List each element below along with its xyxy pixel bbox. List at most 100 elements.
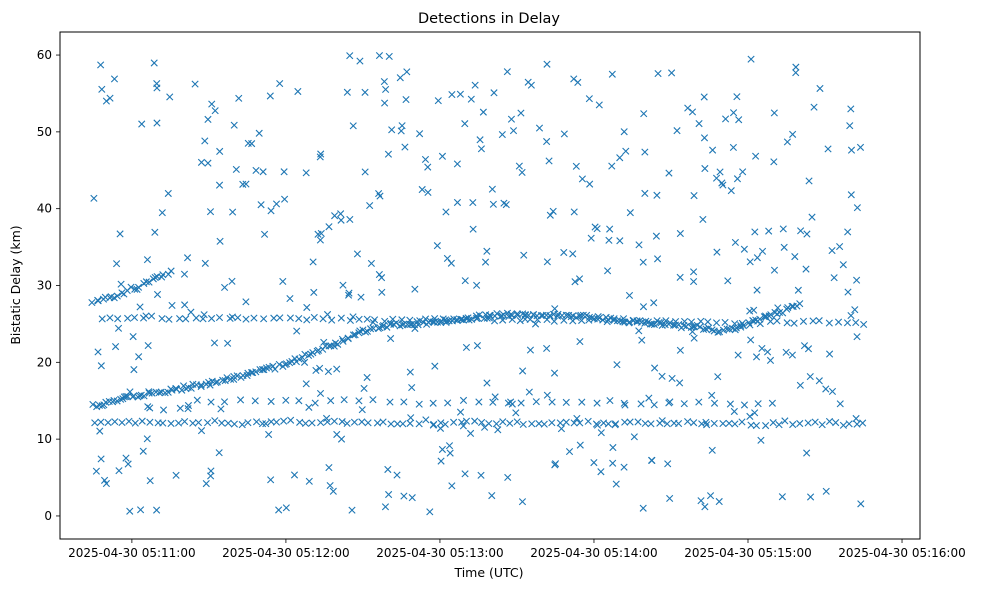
detection-point	[658, 417, 666, 425]
detection-point	[145, 389, 153, 397]
detection-point	[773, 317, 781, 325]
detection-point	[636, 317, 644, 325]
detection-point	[167, 419, 175, 428]
detection-point	[781, 417, 789, 425]
detection-point	[445, 442, 454, 450]
detection-point	[832, 419, 840, 427]
detection-point	[361, 88, 369, 96]
detection-point	[153, 506, 161, 514]
detection-point	[433, 242, 441, 250]
detection-point	[710, 399, 719, 407]
detection-point	[431, 362, 439, 370]
detection-point	[98, 85, 106, 93]
detection-point	[506, 419, 514, 427]
detection-point	[408, 384, 416, 392]
detection-point	[230, 121, 238, 129]
detection-point	[130, 313, 139, 322]
detection-point	[201, 259, 209, 267]
detection-point	[300, 358, 309, 366]
detection-point	[714, 328, 722, 336]
detection-point	[739, 322, 747, 330]
detection-point	[662, 317, 670, 325]
detection-point	[543, 316, 551, 324]
scatter-series	[88, 52, 868, 516]
detection-point	[616, 237, 624, 245]
detection-point	[436, 424, 445, 432]
detection-point	[803, 230, 811, 238]
detection-point	[514, 311, 522, 319]
detection-point	[620, 463, 628, 471]
detection-point	[473, 342, 482, 350]
detection-point	[252, 368, 260, 376]
detection-point	[393, 420, 402, 428]
detection-point	[295, 397, 303, 405]
detection-point	[193, 396, 201, 404]
detection-point	[345, 289, 353, 297]
detection-point	[399, 420, 407, 428]
detection-point	[244, 419, 252, 427]
detection-point	[485, 314, 494, 322]
detection-point	[124, 314, 132, 322]
detection-point	[184, 405, 192, 413]
detection-point	[540, 420, 548, 428]
detection-point	[110, 75, 119, 83]
detection-point	[594, 315, 602, 323]
detection-point	[459, 396, 468, 404]
detection-point	[758, 344, 766, 353]
detection-point	[272, 200, 281, 208]
detection-point	[621, 418, 629, 426]
detection-point	[729, 109, 738, 117]
detection-point	[174, 419, 183, 427]
detection-point	[499, 418, 507, 426]
detection-point	[705, 324, 713, 332]
detection-point	[348, 506, 356, 514]
detection-point	[136, 303, 144, 311]
detection-point	[762, 422, 770, 430]
y-tick-label: 30	[37, 279, 52, 293]
detection-point	[401, 143, 409, 151]
detection-point	[531, 320, 540, 328]
detection-point	[426, 508, 434, 516]
detection-point	[639, 504, 647, 512]
detection-point	[462, 417, 471, 425]
detection-point	[309, 258, 317, 266]
detection-point	[148, 389, 156, 397]
detection-point	[585, 95, 593, 103]
detection-point	[326, 481, 334, 490]
detection-point	[802, 265, 810, 273]
detection-point	[346, 52, 354, 60]
detection-point	[629, 317, 637, 325]
detection-point	[458, 315, 466, 323]
detection-point	[789, 420, 797, 429]
detection-point	[634, 418, 642, 426]
detection-point	[269, 362, 277, 370]
detection-point	[267, 207, 275, 215]
detection-point	[740, 245, 748, 253]
detection-point	[97, 362, 105, 370]
detection-point	[621, 401, 629, 409]
detection-point	[688, 328, 697, 336]
detection-point	[202, 480, 210, 488]
detection-point	[328, 316, 336, 324]
detection-point	[215, 449, 223, 457]
detection-point	[320, 338, 328, 346]
detection-point	[576, 419, 584, 427]
detection-point	[521, 315, 529, 323]
detection-point	[279, 277, 287, 286]
detection-point	[159, 406, 168, 414]
detection-point	[546, 211, 554, 219]
detection-point	[343, 88, 351, 96]
detection-point	[114, 324, 123, 332]
detection-point	[316, 153, 324, 161]
detection-point	[134, 283, 143, 291]
detection-point	[708, 146, 717, 154]
detection-point	[147, 312, 156, 320]
detection-point	[114, 315, 122, 323]
detection-point	[153, 290, 162, 299]
detection-point	[562, 398, 570, 406]
detection-point	[467, 95, 475, 103]
detection-point	[475, 398, 483, 406]
detection-point	[853, 420, 861, 428]
detection-point	[573, 414, 581, 423]
detection-point	[788, 351, 796, 359]
